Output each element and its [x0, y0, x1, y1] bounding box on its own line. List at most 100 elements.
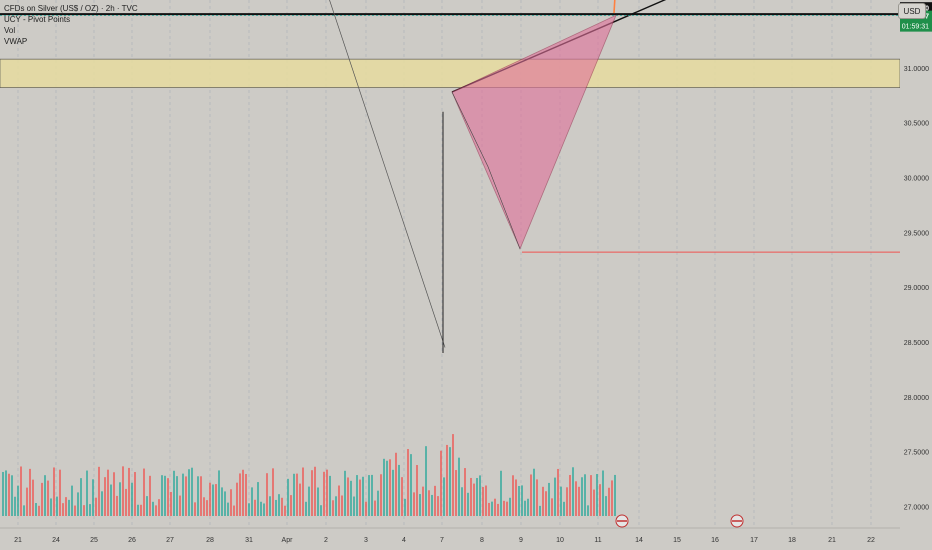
time-tick-label: 2	[324, 537, 328, 544]
volume-bar	[506, 501, 508, 516]
volume-bar	[149, 475, 151, 516]
price-tick-label: 31.0000	[904, 66, 929, 73]
volume-bar	[65, 497, 67, 516]
volume-bar	[560, 486, 562, 516]
volume-bar	[257, 482, 259, 516]
volume-bar	[29, 468, 31, 516]
time-tick-label: 16	[711, 537, 719, 544]
volume-bar	[404, 498, 406, 516]
volume-bar	[83, 505, 85, 516]
volume-bar	[413, 492, 415, 516]
candlesticks	[442, 111, 444, 353]
price-axis-bg	[900, 0, 932, 528]
volume-bar	[104, 477, 106, 516]
volume-bar	[26, 487, 28, 516]
volume-bar	[224, 491, 226, 516]
volume-bar	[56, 496, 58, 516]
price-tick-label: 30.0000	[904, 176, 929, 183]
volume-bar	[581, 477, 583, 516]
volume-bar	[479, 475, 481, 516]
volume-bar	[488, 502, 490, 516]
indicator-vwap[interactable]: VWAP	[4, 37, 28, 46]
time-tick-label: 4	[402, 537, 406, 544]
volume-bar	[248, 503, 250, 516]
volume-bar	[185, 476, 187, 516]
volume-bar	[200, 476, 202, 516]
volume-bar	[161, 475, 163, 516]
volume-bar	[503, 500, 505, 516]
time-axis[interactable]: 21 24 25 26 27 28 31 Apr 2 3 4 7 8 9 10 11 14 15 16 17 18 21 2…	[0, 514, 900, 544]
time-tick-label: 27	[166, 537, 174, 544]
volume-bar	[416, 465, 418, 516]
volume-bar	[173, 470, 175, 516]
volume-bar	[446, 444, 448, 516]
volume-bar	[281, 497, 283, 516]
volume-bar	[428, 490, 430, 516]
volume-bar	[515, 479, 517, 516]
volume-bar	[71, 485, 73, 516]
volume-bar	[269, 496, 271, 516]
volume-bar	[140, 504, 142, 516]
volume-bar	[602, 470, 604, 516]
cup-pattern	[451, 14, 617, 250]
volume-bar	[272, 468, 274, 516]
price-axis[interactable]: 27.0000 27.5000 28.0000 28.5000 29.0000 29.50…	[900, 0, 932, 528]
volume-bar	[551, 498, 553, 516]
volume-bar	[476, 478, 478, 516]
volume-bar	[77, 492, 79, 516]
volume-bar	[53, 467, 55, 516]
volume-bar	[326, 469, 328, 516]
time-tick-label: 15	[673, 537, 681, 544]
volume-bar	[374, 500, 376, 516]
volume-bar	[425, 446, 427, 516]
currency-button[interactable]: USD	[898, 3, 926, 19]
volume-bar	[206, 500, 208, 516]
volume-bar	[332, 500, 334, 516]
volume-bar	[575, 481, 577, 516]
volume-bar	[218, 470, 220, 516]
indicator-pivot-points[interactable]: UCY - Pivot Points	[4, 15, 71, 24]
volume-bar	[377, 490, 379, 516]
volume-bar	[287, 478, 289, 516]
volume-bar	[353, 496, 355, 516]
volume-bar	[251, 487, 253, 516]
volume-bar	[152, 501, 154, 516]
volume-bar	[422, 486, 424, 516]
volume-bar	[599, 484, 601, 516]
volume-bar	[116, 495, 118, 516]
symbol-title[interactable]: CFDs on Silver (US$ / OZ) · 2h · TVC	[4, 4, 138, 13]
volume-bar	[170, 491, 172, 516]
time-tick-label: 21	[14, 537, 22, 544]
volume-bar	[467, 492, 469, 516]
volume-bar	[482, 487, 484, 516]
time-tick-label: 26	[128, 537, 136, 544]
volume-bar	[59, 469, 61, 516]
volume-bar	[44, 475, 46, 516]
volume-bar	[35, 503, 37, 516]
zone-4	[0, 58, 901, 88]
volume-bar	[134, 472, 136, 516]
volume-bar	[431, 494, 433, 516]
time-tick-label: 25	[90, 537, 98, 544]
volume-bar	[299, 483, 301, 516]
volume-bar	[74, 505, 76, 516]
countdown-label: 01:59:31	[902, 24, 929, 31]
volume-bar	[380, 474, 382, 516]
volume-bar	[296, 473, 298, 516]
indicator-volume[interactable]: Vol	[4, 26, 16, 35]
volume-bar	[392, 469, 394, 516]
volume-bar	[542, 486, 544, 516]
volume-bar	[590, 475, 592, 516]
volume-bar	[584, 474, 586, 516]
volume-bar	[92, 479, 94, 516]
volume-bar	[164, 475, 166, 516]
volume-bar	[188, 469, 190, 516]
volume-bar	[383, 458, 385, 516]
volume-bar	[344, 470, 346, 516]
volume-bar	[548, 482, 550, 516]
volume-bar	[125, 488, 127, 516]
time-tick-label: 8	[480, 537, 484, 544]
volume-bar	[230, 489, 232, 516]
volume-bar	[89, 504, 91, 516]
